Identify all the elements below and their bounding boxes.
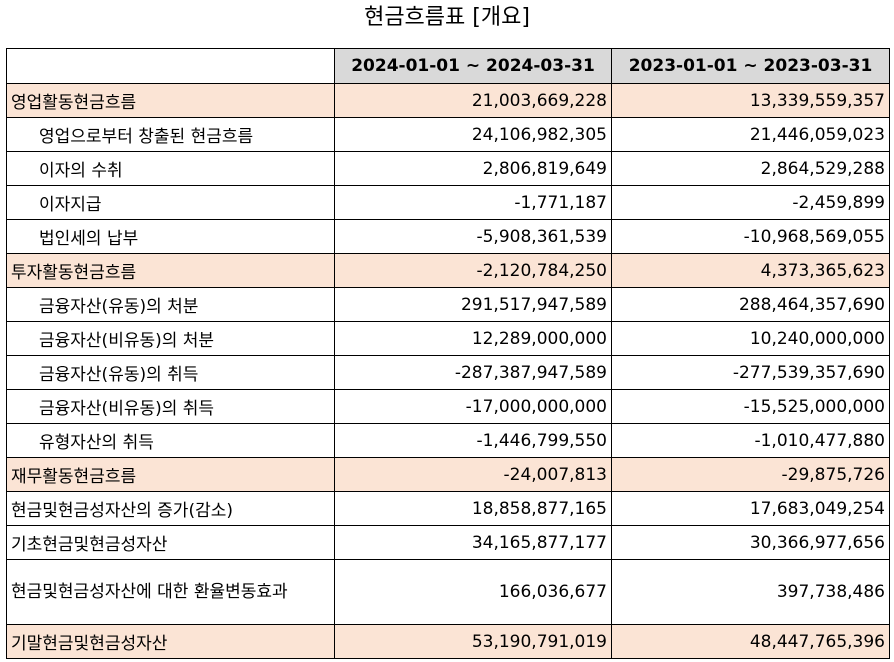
row-value-2023: 17,683,049,254 <box>611 491 890 526</box>
column-header-2023: 2023-01-01 ~ 2023-03-31 <box>611 48 890 84</box>
row-value-2023: 21,446,059,023 <box>611 117 890 152</box>
column-header-2024: 2024-01-01 ~ 2024-03-31 <box>334 48 612 84</box>
row-label: 영업으로부터 창출된 현금흐름 <box>6 117 335 152</box>
table-row: 법인세의 납부 -5,908,361,539 -10,968,569,055 <box>6 219 890 254</box>
row-value-2023: 2,864,529,288 <box>611 151 890 186</box>
table-row: 금융자산(유동)의 취득 -287,387,947,589 -277,539,3… <box>6 355 890 390</box>
table-row: 유형자산의 취득 -1,446,799,550 -1,010,477,880 <box>6 423 890 458</box>
row-value-2023: 4,373,365,623 <box>611 253 890 288</box>
row-value-2024: -2,120,784,250 <box>334 253 612 288</box>
row-label: 금융자산(유동)의 취득 <box>6 355 335 390</box>
row-value-2024: 12,289,000,000 <box>334 321 612 356</box>
row-label: 금융자산(비유동)의 처분 <box>6 321 335 356</box>
row-label: 유형자산의 취득 <box>6 423 335 458</box>
row-value-2023: 48,447,765,396 <box>611 624 890 659</box>
row-value-2023: -10,968,569,055 <box>611 219 890 254</box>
row-value-2024: 21,003,669,228 <box>334 83 612 118</box>
table-row: 금융자산(비유동)의 처분 12,289,000,000 10,240,000,… <box>6 321 890 356</box>
table-row: 투자활동현금흐름 -2,120,784,250 4,373,365,623 <box>6 253 890 288</box>
table-row: 기초현금및현금성자산 34,165,877,177 30,366,977,656 <box>6 525 890 560</box>
row-value-2024: -1,771,187 <box>334 185 612 220</box>
header-blank-cell <box>6 48 335 84</box>
row-value-2024: 18,858,877,165 <box>334 491 612 526</box>
header-row: 2024-01-01 ~ 2024-03-31 2023-01-01 ~ 202… <box>6 48 890 84</box>
row-label: 법인세의 납부 <box>6 219 335 254</box>
row-value-2024: 34,165,877,177 <box>334 525 612 560</box>
row-label: 재무활동현금흐름 <box>6 457 335 492</box>
table-row: 영업으로부터 창출된 현금흐름 24,106,982,305 21,446,05… <box>6 117 890 152</box>
row-label: 현금및현금성자산에 대한 환율변동효과 <box>6 559 335 625</box>
row-label: 투자활동현금흐름 <box>6 253 335 288</box>
page-title: 현금흐름표 [개요] <box>364 5 530 30</box>
row-value-2023: -29,875,726 <box>611 457 890 492</box>
row-label: 기초현금및현금성자산 <box>6 525 335 560</box>
table-row: 이자지급 -1,771,187 -2,459,899 <box>6 185 890 220</box>
row-label: 이자지급 <box>6 185 335 220</box>
row-label: 금융자산(비유동)의 취득 <box>6 389 335 424</box>
row-value-2023: -277,539,357,690 <box>611 355 890 390</box>
row-value-2024: 291,517,947,589 <box>334 287 612 322</box>
table-row: 기말현금및현금성자산 53,190,791,019 48,447,765,396 <box>6 624 890 659</box>
row-value-2024: -287,387,947,589 <box>334 355 612 390</box>
cash-flow-table: 2024-01-01 ~ 2024-03-31 2023-01-01 ~ 202… <box>6 48 890 659</box>
table-row: 현금및현금성자산의 증가(감소) 18,858,877,165 17,683,0… <box>6 491 890 526</box>
row-value-2024: -5,908,361,539 <box>334 219 612 254</box>
row-value-2024: 166,036,677 <box>334 559 612 625</box>
row-value-2023: -2,459,899 <box>611 185 890 220</box>
row-label: 금융자산(유동)의 처분 <box>6 287 335 322</box>
row-label: 이자의 수취 <box>6 151 335 186</box>
row-label: 영업활동현금흐름 <box>6 83 335 118</box>
row-value-2023: 10,240,000,000 <box>611 321 890 356</box>
table-row: 영업활동현금흐름 21,003,669,228 13,339,559,357 <box>6 83 890 118</box>
row-label: 기말현금및현금성자산 <box>6 624 335 659</box>
table-row: 재무활동현금흐름 -24,007,813 -29,875,726 <box>6 457 890 492</box>
table-row: 이자의 수취 2,806,819,649 2,864,529,288 <box>6 151 890 186</box>
row-value-2023: 13,339,559,357 <box>611 83 890 118</box>
row-value-2024: 24,106,982,305 <box>334 117 612 152</box>
row-value-2023: 30,366,977,656 <box>611 525 890 560</box>
row-value-2023: -1,010,477,880 <box>611 423 890 458</box>
row-value-2023: 288,464,357,690 <box>611 287 890 322</box>
row-value-2023: 397,738,486 <box>611 559 890 625</box>
row-value-2024: -24,007,813 <box>334 457 612 492</box>
table-row: 금융자산(비유동)의 취득 -17,000,000,000 -15,525,00… <box>6 389 890 424</box>
row-value-2024: 2,806,819,649 <box>334 151 612 186</box>
row-value-2023: -15,525,000,000 <box>611 389 890 424</box>
row-value-2024: -17,000,000,000 <box>334 389 612 424</box>
table-row: 금융자산(유동)의 처분 291,517,947,589 288,464,357… <box>6 287 890 322</box>
row-label: 현금및현금성자산의 증가(감소) <box>6 491 335 526</box>
row-value-2024: -1,446,799,550 <box>334 423 612 458</box>
table-row: 현금및현금성자산에 대한 환율변동효과 166,036,677 397,738,… <box>6 559 890 625</box>
row-value-2024: 53,190,791,019 <box>334 624 612 659</box>
